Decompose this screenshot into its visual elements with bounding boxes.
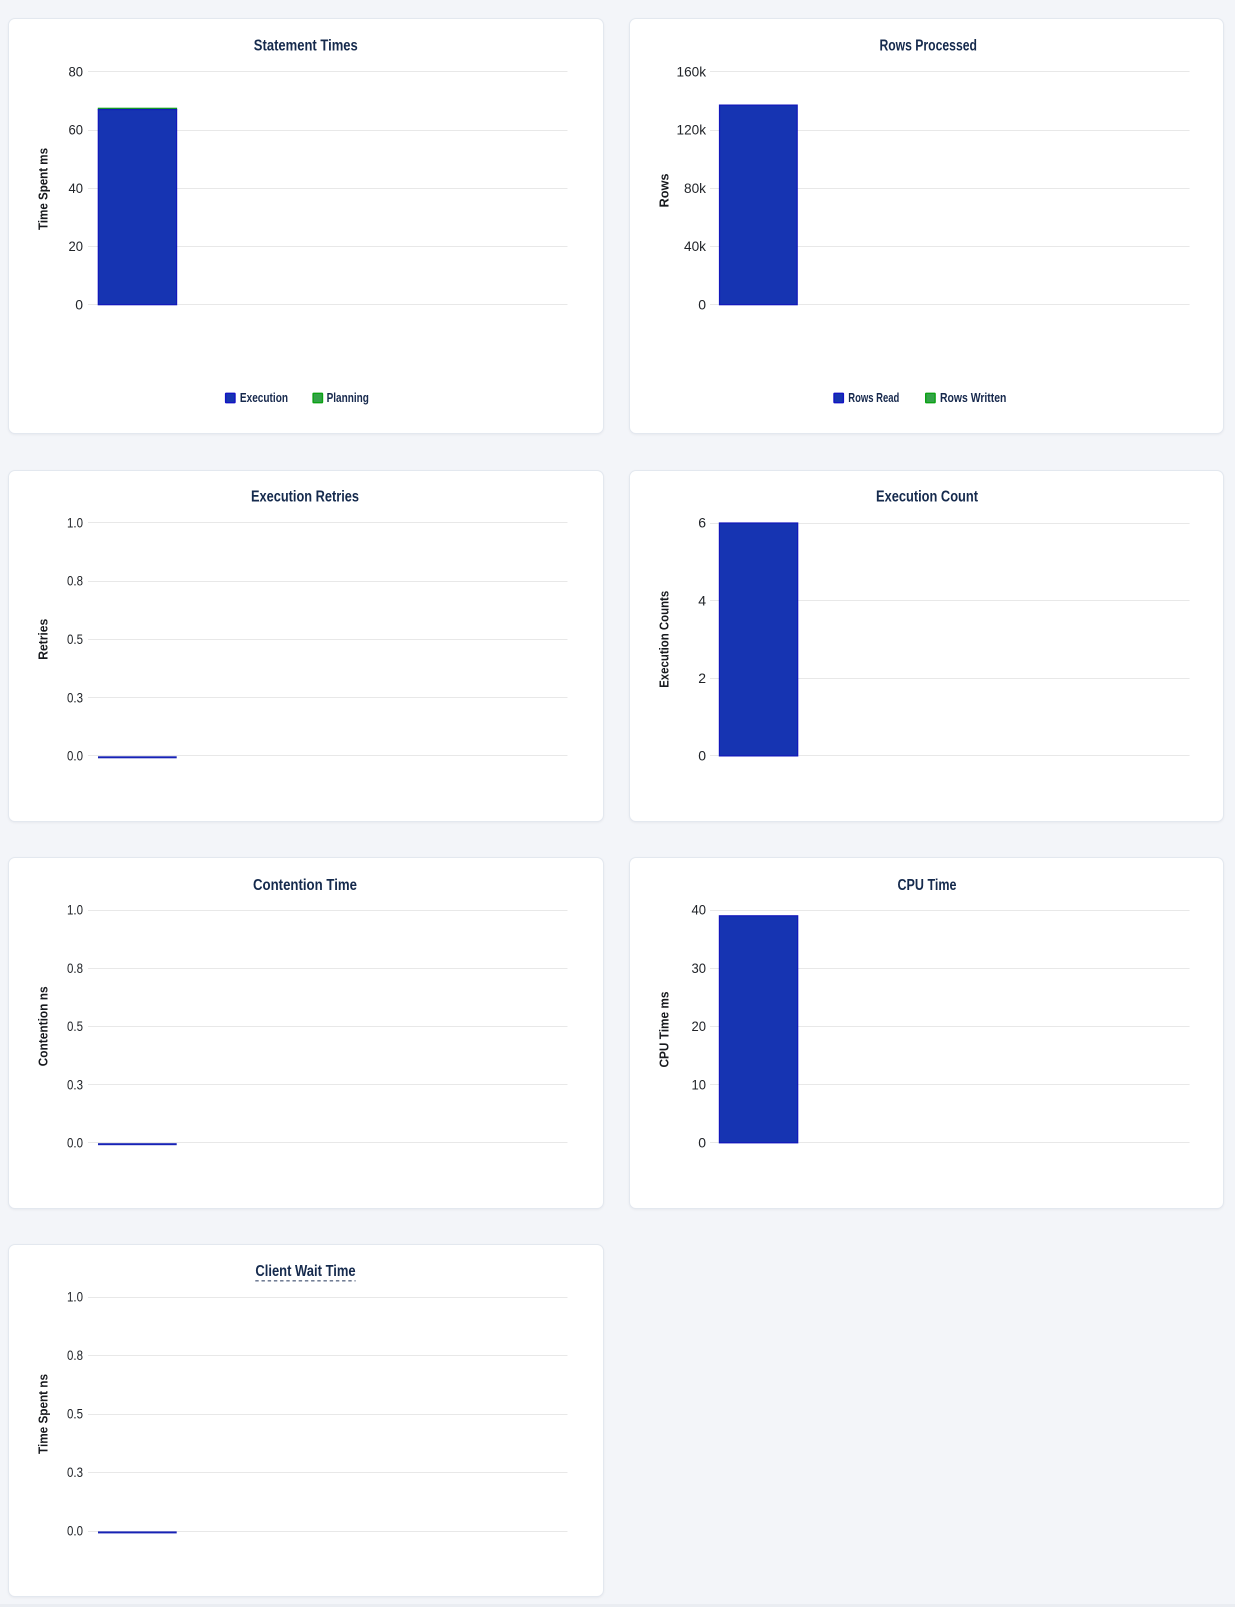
- svg-text:Rows Read: Rows Read: [848, 391, 899, 405]
- svg-text:Planning: Planning: [327, 391, 369, 405]
- svg-text:0.8: 0.8: [67, 959, 83, 975]
- svg-text:Client Wait Time: Client Wait Time: [255, 1263, 356, 1280]
- svg-text:10: 10: [691, 1076, 706, 1092]
- svg-text:0: 0: [75, 296, 83, 312]
- svg-text:1.0: 1.0: [67, 1289, 83, 1305]
- svg-text:0.5: 0.5: [67, 1406, 83, 1422]
- svg-text:CPU Time ms: CPU Time ms: [657, 991, 671, 1067]
- svg-text:0.3: 0.3: [67, 689, 83, 705]
- svg-text:80: 80: [68, 64, 83, 80]
- svg-text:0.8: 0.8: [67, 573, 83, 589]
- svg-text:60: 60: [68, 122, 83, 138]
- svg-text:40: 40: [691, 901, 706, 917]
- svg-text:Time Spent ns: Time Spent ns: [36, 1374, 50, 1454]
- svg-text:160k: 160k: [676, 64, 706, 80]
- svg-text:0.0: 0.0: [67, 1134, 83, 1150]
- svg-text:0: 0: [698, 1134, 706, 1150]
- svg-text:Statement Times: Statement Times: [254, 38, 358, 55]
- svg-text:0.5: 0.5: [67, 1018, 83, 1034]
- svg-text:80k: 80k: [684, 180, 707, 196]
- svg-text:Contention Time: Contention Time: [253, 876, 357, 893]
- svg-text:Time Spent ms: Time Spent ms: [36, 148, 50, 230]
- svg-text:0.8: 0.8: [67, 1347, 83, 1363]
- svg-text:2: 2: [698, 670, 706, 686]
- svg-text:40: 40: [68, 180, 83, 196]
- svg-text:Execution: Execution: [240, 391, 288, 405]
- svg-text:20: 20: [691, 1018, 706, 1034]
- svg-text:30: 30: [691, 959, 706, 975]
- svg-text:4: 4: [698, 592, 706, 608]
- svg-text:Execution Count: Execution Count: [876, 489, 978, 506]
- svg-text:Rows: Rows: [657, 173, 671, 207]
- svg-text:6: 6: [698, 515, 706, 531]
- svg-text:Execution Retries: Execution Retries: [251, 489, 359, 506]
- svg-text:CPU Time: CPU Time: [897, 876, 956, 893]
- svg-text:1.0: 1.0: [67, 901, 83, 917]
- svg-text:Retries: Retries: [36, 619, 50, 660]
- svg-text:0.5: 0.5: [67, 631, 83, 647]
- svg-text:1.0: 1.0: [67, 514, 83, 530]
- svg-text:120k: 120k: [676, 122, 706, 138]
- svg-text:20: 20: [68, 238, 83, 254]
- svg-text:40k: 40k: [684, 238, 707, 254]
- svg-text:0: 0: [698, 748, 706, 764]
- svg-text:0: 0: [698, 296, 706, 312]
- svg-text:0.0: 0.0: [67, 1523, 83, 1539]
- svg-text:0.3: 0.3: [67, 1464, 83, 1480]
- svg-text:Execution Counts: Execution Counts: [657, 591, 671, 688]
- svg-text:0.0: 0.0: [67, 748, 83, 764]
- svg-text:Rows Written: Rows Written: [940, 391, 1006, 405]
- svg-text:Rows Processed: Rows Processed: [879, 38, 977, 55]
- svg-text:Contention ns: Contention ns: [36, 986, 50, 1066]
- svg-text:0.3: 0.3: [67, 1076, 83, 1092]
